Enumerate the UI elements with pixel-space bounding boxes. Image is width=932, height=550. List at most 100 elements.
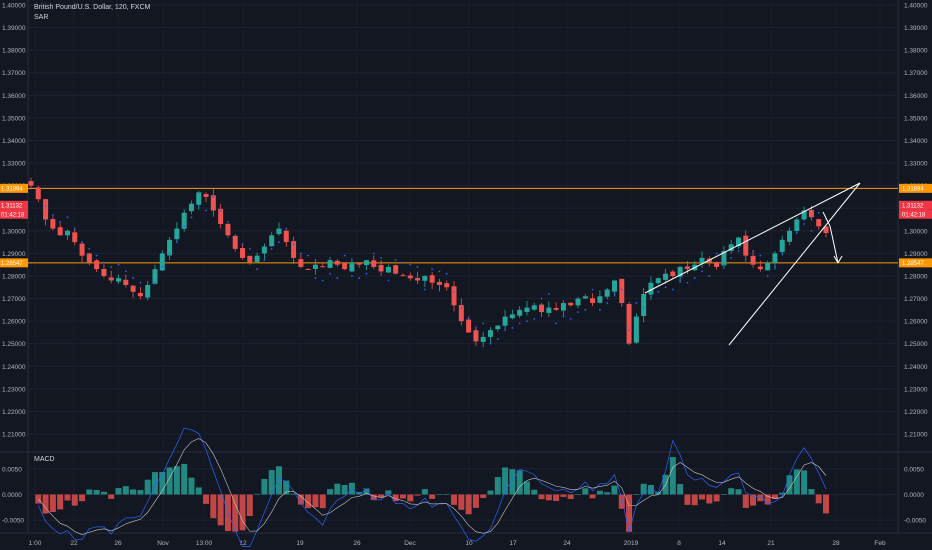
macd-histogram-bar bbox=[604, 492, 611, 495]
macd-histogram-bar bbox=[691, 494, 698, 506]
sar-dot bbox=[402, 261, 404, 264]
macd-histogram-bar bbox=[159, 471, 166, 495]
candle-body bbox=[79, 243, 85, 256]
macd-histogram-bar bbox=[144, 479, 151, 495]
sar-dot bbox=[51, 214, 54, 216]
sar-dot bbox=[358, 277, 361, 280]
candle-body bbox=[218, 208, 224, 225]
macd-histogram-bar bbox=[399, 494, 406, 499]
sar-dot bbox=[547, 293, 550, 295]
macd-histogram-bar bbox=[290, 493, 297, 495]
macd-label: MACD bbox=[34, 456, 55, 463]
sar-dot bbox=[737, 250, 740, 253]
candle-body bbox=[291, 241, 297, 258]
candle-body bbox=[356, 262, 362, 265]
sar-dot bbox=[781, 252, 784, 255]
macd-histogram-bar bbox=[618, 494, 625, 509]
macd-histogram-bar bbox=[115, 488, 122, 495]
candle-body bbox=[714, 262, 720, 267]
sar-dot bbox=[650, 295, 652, 298]
y-tick-label-left: 1.35000 bbox=[2, 115, 26, 122]
y-tick-label-left: 1.34000 bbox=[2, 138, 26, 145]
y-tick-label: 1.29000 bbox=[904, 251, 928, 258]
x-tick-label: 22 bbox=[70, 540, 78, 547]
candle-body bbox=[407, 275, 413, 279]
candle-body bbox=[159, 253, 165, 271]
candle-body bbox=[378, 264, 384, 272]
macd-histogram-bar bbox=[560, 494, 567, 497]
level-tag-upper-left: 1.31894 bbox=[1, 187, 23, 193]
sar-dot bbox=[584, 308, 587, 311]
candle-body bbox=[816, 219, 822, 227]
sar-dot bbox=[431, 268, 434, 271]
macd-histogram-bar bbox=[567, 494, 574, 499]
candle-body bbox=[444, 283, 450, 288]
macd-histogram-bar bbox=[268, 470, 275, 495]
macd-histogram-bar bbox=[735, 489, 742, 495]
macd-histogram-bar bbox=[706, 494, 713, 504]
macd-histogram-bar bbox=[181, 463, 188, 495]
candle-body bbox=[531, 305, 537, 310]
macd-histogram-bar bbox=[392, 494, 399, 502]
macd-histogram-bar bbox=[764, 494, 771, 505]
macd-histogram-bar bbox=[93, 489, 100, 495]
sar-dot bbox=[205, 209, 207, 212]
candle-body bbox=[327, 260, 333, 268]
candle-body bbox=[261, 246, 267, 254]
candle-body bbox=[619, 278, 625, 304]
macd-histogram-bar bbox=[195, 487, 202, 495]
candle-body bbox=[130, 285, 136, 292]
candle-body bbox=[137, 292, 143, 297]
sar-dot bbox=[730, 256, 733, 259]
level-tag-lower-left: 1.28547 bbox=[1, 261, 23, 267]
macd-histogram-bar bbox=[757, 494, 764, 502]
candle-body bbox=[721, 251, 727, 266]
sar-dot bbox=[664, 286, 667, 289]
macd-histogram-bar bbox=[523, 481, 530, 495]
sar-dot bbox=[219, 209, 222, 212]
macd-histogram-bar bbox=[451, 494, 458, 505]
macd-histogram-bar bbox=[699, 494, 706, 500]
macd-histogram-bar bbox=[531, 489, 538, 495]
candle-body bbox=[349, 262, 355, 272]
candle-body bbox=[458, 305, 464, 322]
macd-histogram-bar bbox=[633, 494, 640, 495]
x-tick-label: Nov bbox=[157, 540, 169, 547]
macd-histogram-bar bbox=[319, 494, 326, 509]
macd-histogram-bar bbox=[589, 494, 596, 499]
sar-dot bbox=[270, 247, 273, 250]
macd-histogram-bar bbox=[808, 489, 815, 495]
sar-dot bbox=[103, 261, 105, 264]
sar-dot bbox=[416, 266, 419, 268]
sar-dot bbox=[752, 250, 754, 253]
last-price-tag-bg bbox=[899, 200, 932, 210]
macd-histogram-bar bbox=[443, 494, 450, 495]
sar-dot bbox=[110, 266, 113, 268]
candle-body bbox=[276, 228, 282, 234]
sar-dot bbox=[635, 302, 638, 304]
candle-body bbox=[473, 330, 479, 342]
sar-dot bbox=[810, 229, 813, 232]
candle-body bbox=[94, 260, 100, 270]
candle-body bbox=[203, 194, 209, 197]
candle-body bbox=[393, 265, 399, 274]
y-tick-label: 1.37000 bbox=[904, 70, 928, 77]
candle-body bbox=[422, 275, 428, 281]
y-tick-label-left: 1.37000 bbox=[2, 70, 26, 77]
macd-y-tick-label-left: 0.0050 bbox=[2, 466, 22, 473]
projection-arrow-head bbox=[837, 255, 843, 264]
level-tag-lower-bg bbox=[899, 258, 932, 268]
y-tick-label-left: 1.33000 bbox=[2, 161, 26, 168]
candle-body bbox=[765, 262, 771, 271]
indicator-label: SAR bbox=[34, 14, 49, 21]
sar-dot bbox=[803, 223, 806, 225]
sar-dot bbox=[817, 211, 820, 214]
y-tick-label: 1.36000 bbox=[904, 93, 928, 100]
candle-body bbox=[254, 255, 260, 263]
y-tick-label: 1.22000 bbox=[904, 409, 928, 416]
candle-body bbox=[28, 181, 34, 186]
sar-dot bbox=[533, 317, 536, 320]
sar-dot bbox=[278, 241, 280, 243]
macd-histogram-bar bbox=[297, 494, 304, 505]
